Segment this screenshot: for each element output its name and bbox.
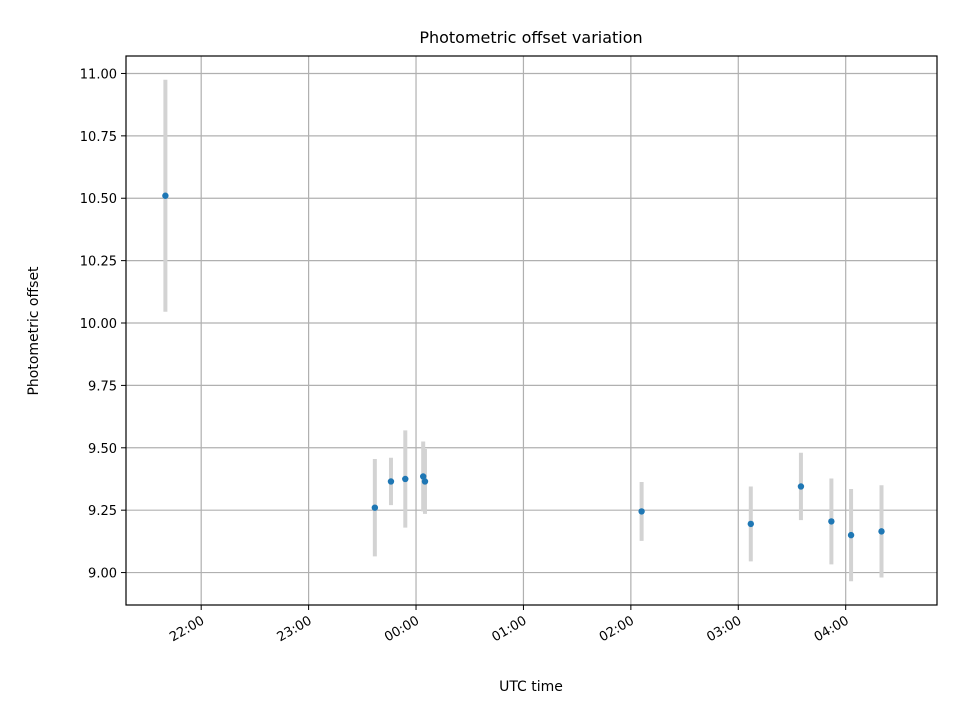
data-point bbox=[402, 475, 409, 483]
y-axis-ticks: 9.00 9.25 9.50 9.75 10.00 10.25 10.50 10.75 11.0… bbox=[80, 67, 126, 582]
y-tick-label: 10.25 bbox=[80, 255, 117, 270]
data-point bbox=[878, 528, 885, 535]
data-point bbox=[828, 518, 835, 525]
data-point bbox=[419, 473, 427, 480]
plot-frame bbox=[125, 55, 938, 606]
data-point bbox=[847, 531, 855, 539]
data-point bbox=[797, 483, 805, 490]
grid bbox=[126, 56, 937, 605]
y-tick-label: 10.00 bbox=[80, 317, 117, 332]
y-tick-label: 9.25 bbox=[88, 504, 117, 519]
data-points bbox=[162, 192, 885, 539]
y-tick-label: 9.75 bbox=[88, 379, 117, 394]
y-axis-label: Photometric offset bbox=[26, 266, 42, 396]
data-point bbox=[387, 478, 395, 485]
x-tick-label: 23:00 bbox=[275, 613, 315, 645]
x-tick-label: 01:00 bbox=[489, 613, 529, 645]
data-point bbox=[638, 508, 645, 515]
x-axis-label: UTC time bbox=[499, 679, 563, 695]
data-point bbox=[421, 478, 429, 485]
data-point bbox=[162, 192, 169, 199]
x-tick-label: 02:00 bbox=[597, 613, 637, 645]
chart-title: Photometric offset variation bbox=[419, 28, 642, 47]
x-tick-label: 00:00 bbox=[382, 613, 422, 645]
x-tick-label: 04:00 bbox=[812, 613, 852, 645]
data-point bbox=[747, 520, 755, 528]
y-tick-label: 10.75 bbox=[80, 130, 117, 145]
data-point bbox=[371, 504, 379, 511]
y-tick-label: 9.50 bbox=[88, 442, 117, 457]
y-tick-label: 11.00 bbox=[80, 67, 117, 82]
y-tick-label: 9.00 bbox=[88, 567, 117, 582]
x-tick-label: 22:00 bbox=[167, 613, 207, 645]
x-tick-label: 03:00 bbox=[704, 613, 744, 645]
x-axis-ticks: 22:00 23:00 00:00 01:00 02:00 03:00 04:00 bbox=[167, 605, 852, 645]
y-tick-label: 10.50 bbox=[80, 192, 117, 207]
